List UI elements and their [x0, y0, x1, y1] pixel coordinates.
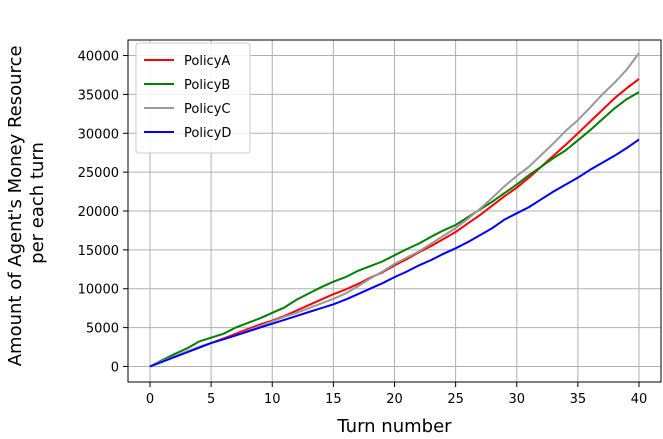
grid [128, 40, 661, 382]
legend-box [135, 42, 251, 154]
x-tick-label: 15 [325, 392, 342, 407]
y-axis-title-line-2: per each turn [27, 142, 48, 264]
series-lines [149, 52, 640, 368]
y-tick-label: 5000 [86, 322, 119, 337]
x-tick-label: 20 [386, 392, 403, 407]
y-tick-label: 0 [111, 360, 119, 375]
x-tick-label: 30 [508, 392, 525, 407]
y-axis-title: Amount of Agent's Money Resource per eac… [5, 40, 48, 367]
y-tick-label: 10000 [78, 283, 119, 298]
legend-label-policyb: PolicyB [184, 78, 230, 93]
y-tick-label: 35000 [78, 88, 119, 103]
x-tick-label: 40 [631, 392, 648, 407]
y-tick-label: 25000 [78, 166, 119, 181]
y-tick-label: 15000 [78, 244, 119, 259]
y-axis-title-line-1: Amount of Agent's Money Resource [5, 45, 26, 366]
legend-label-policyd: PolicyD [184, 126, 231, 141]
x-axis-title: Turn number [336, 416, 452, 437]
legend-label-policyc: PolicyC [184, 102, 230, 117]
y-tick-label: 30000 [78, 127, 119, 142]
x-tick-label: 25 [447, 392, 464, 407]
series-line-policyd [149, 138, 640, 368]
x-tick-label: 10 [264, 392, 281, 407]
x-tick-label: 5 [207, 392, 215, 407]
y-axis-ticks: 0 5000 10000 15000 20000 25000 30000 35000 40000 [78, 50, 128, 375]
series-line-policya [149, 78, 640, 368]
legend: PolicyA PolicyB PolicyC PolicyD [135, 42, 251, 154]
y-tick-label: 40000 [78, 50, 119, 65]
series-line-policyb [149, 91, 640, 368]
y-tick-label: 20000 [78, 205, 119, 220]
x-tick-label: 35 [570, 392, 587, 407]
legend-label-policya: PolicyA [184, 54, 230, 69]
x-axis-ticks: 0 5 10 15 20 25 30 35 40 [146, 382, 647, 407]
x-tick-label: 0 [146, 392, 154, 407]
